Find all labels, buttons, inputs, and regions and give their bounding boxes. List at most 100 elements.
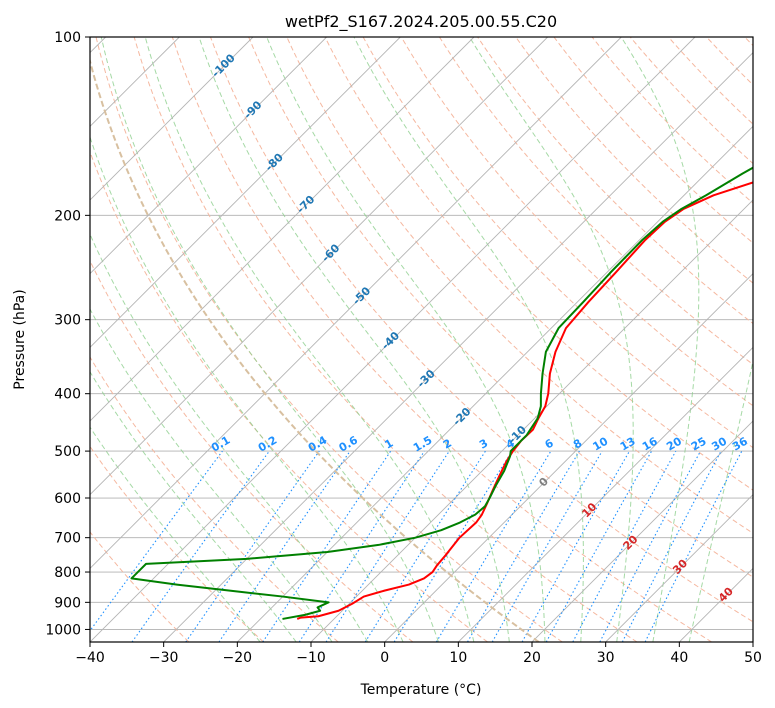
y-tick-label: 800: [54, 565, 81, 581]
mixing-ratio-line: [393, 450, 513, 642]
x-tick-label: −10: [296, 650, 326, 666]
dry-adiabat: [248, 37, 753, 578]
dry-adiabat: [591, 37, 753, 204]
moist-adiabat: [144, 37, 475, 642]
isotherm: [605, 494, 753, 642]
y-tick-label: 900: [54, 595, 81, 611]
dry-adiabat: [95, 37, 563, 642]
x-tick-label: 50: [744, 650, 762, 666]
dry-adiabat: [90, 356, 339, 642]
dry-adiabat: [553, 37, 753, 244]
y-tick-label: 700: [54, 531, 81, 547]
isotherm: [90, 37, 254, 201]
x-tick-label: −30: [149, 650, 179, 666]
reference-line-labels: 0.1 0.2 0.4 0.6 1 1.5 2 3 4 6 8 10 13 16 20 25 30 36-100-…: [209, 51, 750, 605]
temperature-line: [296, 181, 753, 620]
isotherm-label: -30: [415, 367, 438, 390]
mixing-ratio-line: [298, 450, 425, 642]
isotherm: [384, 273, 753, 642]
x-tick-label: −20: [223, 650, 253, 666]
dry-adiabat: [324, 37, 753, 491]
isotherm-label: -50: [350, 284, 373, 307]
isotherm-label: 30: [670, 557, 690, 577]
isotherm: [531, 420, 753, 642]
x-axis-label: Temperature (°C): [360, 682, 482, 698]
dry-adiabat: [90, 150, 488, 642]
isotherm: [752, 641, 753, 642]
y-tick-label: 1000: [45, 622, 81, 638]
mixing-ratio-line: [621, 450, 722, 642]
mixing-ratio-line: [90, 450, 223, 632]
moist-adiabat: [90, 135, 404, 642]
plot-frame: [89, 36, 754, 643]
y-axis-ticks: 100 200 300 400 500 600 700 800 900 1000: [45, 30, 90, 638]
x-tick-label: 40: [670, 650, 688, 666]
y-tick-label: 400: [54, 387, 81, 403]
moist-adiabat: [100, 37, 439, 642]
isotherm-label: -90: [241, 98, 264, 121]
mixing-ratio-line: [572, 450, 677, 642]
sounding-series: [130, 166, 753, 620]
isotherm: [90, 37, 401, 348]
mixing-ratio-label: 1: [382, 437, 395, 452]
isotherm: [90, 37, 548, 496]
x-axis-ticks: −40 −30 −20 −10 0 10 20 30 40 50: [75, 642, 762, 666]
y-tick-label: 500: [54, 444, 81, 460]
isotherm: [90, 37, 622, 569]
mixing-ratio-line: [644, 450, 743, 642]
dry-adiabat: [477, 37, 753, 325]
isotherm: [90, 37, 696, 642]
moist-adiabat: [469, 37, 634, 642]
x-tick-label: −40: [75, 650, 105, 666]
dewpoint-line: [130, 166, 753, 620]
dry-adiabat: [744, 37, 753, 47]
isotherm-label: -70: [294, 193, 317, 216]
mixing-ratio-label: 2: [441, 437, 454, 452]
isotherm-label: -80: [263, 150, 286, 173]
moist-adiabat: [90, 233, 369, 642]
moist-adiabat: [620, 37, 700, 642]
moist-adiabat: [90, 426, 261, 642]
mixing-ratio-line: [521, 450, 630, 642]
dry-adiabat: [90, 445, 264, 642]
surface-adiabat: [90, 57, 540, 642]
y-tick-label: 100: [54, 30, 81, 46]
mixing-ratio-line: [218, 450, 351, 642]
dry-adiabat: [210, 37, 753, 623]
isotherm-label: -40: [379, 329, 402, 352]
chart-title: wetPf2_S167.2024.205.00.55.C20: [285, 12, 557, 32]
isotherm: [163, 52, 753, 642]
mixing-ratio-line: [262, 450, 392, 642]
x-tick-label: 30: [597, 650, 615, 666]
x-tick-label: 0: [380, 650, 389, 666]
isotherm-label: 0: [536, 475, 551, 490]
x-tick-label: 10: [449, 650, 467, 666]
y-tick-label: 300: [54, 313, 81, 329]
dry-adiabat: [400, 37, 753, 407]
mixing-ratio-line: [599, 450, 702, 642]
moist-adiabat: [688, 358, 753, 642]
mixing-ratio-line: [131, 450, 270, 642]
isotherm: [90, 37, 475, 422]
dry-adiabat: [171, 37, 712, 642]
moist-adiabat: [266, 37, 546, 642]
plot-area: 0.1 0.2 0.4 0.6 1 1.5 2 3 4 6 8 10 13 16 20 25 30 36-100-…: [90, 37, 753, 642]
isotherm-label: -60: [319, 241, 342, 264]
moist-adiabat: [353, 37, 584, 642]
dry-adiabat: [668, 37, 753, 125]
isotherm: [90, 37, 327, 275]
y-tick-label: 600: [54, 491, 81, 507]
moist-adiabat: [198, 37, 510, 642]
dry-adiabat: [515, 37, 753, 284]
mixing-ratio-label: 6: [543, 436, 556, 451]
mixing-ratio-line: [545, 450, 653, 642]
mixing-ratio-line: [185, 450, 320, 642]
pressure-gridlines: [90, 37, 753, 630]
dry-adiabat: [90, 531, 190, 642]
dry-adiabat: [706, 37, 753, 86]
dry-adiabat: [133, 37, 638, 642]
moist-adiabat: [90, 308, 333, 642]
isotherm: [237, 125, 753, 642]
isotherm-label: -100: [209, 51, 238, 80]
